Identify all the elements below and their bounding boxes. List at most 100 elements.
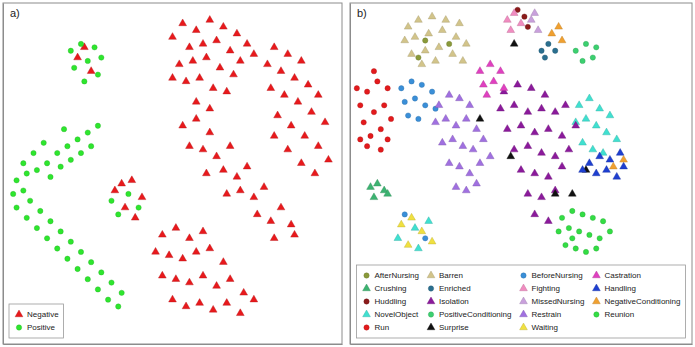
data-point: [267, 217, 275, 224]
legend-item: Castration: [593, 271, 641, 280]
data-point: [304, 80, 312, 87]
data-point: [388, 116, 393, 121]
data-point: [555, 22, 563, 29]
data-point: [408, 50, 416, 57]
data-point: [596, 104, 604, 111]
data-point: [613, 135, 621, 142]
data-point: [223, 299, 231, 306]
data-point: [14, 205, 19, 210]
data-point: [136, 205, 141, 210]
data-point: [55, 246, 60, 251]
y-axis-line: [3, 4, 4, 345]
series: [416, 38, 452, 60]
data-point: [199, 227, 207, 234]
data-point: [497, 104, 505, 111]
legend-item: Positive: [16, 323, 55, 332]
legend-label: Handling: [604, 284, 636, 293]
data-point: [277, 203, 285, 210]
data-point: [510, 145, 518, 152]
data-point: [418, 60, 426, 67]
data-point: [546, 41, 551, 46]
data-point: [486, 60, 494, 67]
data-point: [121, 203, 129, 210]
data-point: [68, 157, 73, 162]
legend-label: Positive: [27, 323, 56, 332]
data-point: [165, 251, 173, 258]
data-point: [456, 19, 464, 26]
data-point: [95, 72, 100, 77]
legend-label: BeforeNursing: [532, 271, 583, 280]
data-point: [572, 121, 580, 128]
data-point: [452, 121, 460, 128]
legend-symbol: [363, 284, 371, 291]
data-point: [78, 150, 83, 155]
legend-symbol: [428, 312, 433, 317]
data-point: [587, 232, 592, 237]
series: [399, 79, 438, 241]
data-point: [452, 183, 460, 190]
data-point: [415, 244, 423, 251]
data-point: [55, 150, 60, 155]
legend-symbol: [520, 284, 528, 291]
legend-item: Enriched: [428, 284, 470, 293]
data-point: [78, 249, 83, 254]
data-point: [447, 41, 452, 46]
series: [401, 12, 470, 66]
data-point: [175, 60, 183, 67]
data-point: [473, 125, 481, 132]
data-point: [425, 29, 433, 36]
data-point: [411, 33, 419, 40]
series: [367, 179, 392, 199]
data-point: [524, 108, 532, 115]
data-point: [401, 36, 409, 43]
legend-label: Negative: [27, 310, 59, 319]
data-point: [442, 16, 450, 23]
legend-label: Fighting: [532, 284, 560, 293]
data-point: [199, 39, 207, 46]
data-point: [580, 58, 585, 63]
data-point: [568, 189, 576, 196]
data-point: [44, 161, 49, 166]
legend-box: [9, 304, 64, 338]
data-point: [558, 162, 566, 169]
data-point: [58, 164, 63, 169]
data-point: [418, 227, 426, 234]
data-point: [186, 278, 194, 285]
data-point: [497, 67, 505, 74]
legend-symbol: [364, 299, 369, 304]
data-point: [321, 118, 329, 125]
data-point: [203, 53, 211, 60]
data-point: [600, 219, 605, 224]
data-point: [409, 79, 414, 84]
series: [527, 9, 542, 33]
data-point: [476, 114, 484, 121]
data-point: [179, 19, 187, 26]
legend-item: NovelObject: [363, 310, 419, 319]
data-point: [490, 77, 498, 84]
data-point: [216, 63, 224, 70]
data-point: [405, 113, 410, 118]
data-point: [592, 169, 600, 176]
data-point: [570, 236, 575, 241]
data-point: [85, 58, 90, 63]
data-point: [606, 111, 614, 118]
data-point: [538, 104, 546, 111]
data-point: [445, 91, 453, 98]
data-point: [531, 9, 539, 16]
data-point: [105, 297, 110, 302]
legend-item: Barren: [427, 271, 463, 280]
data-point: [270, 234, 278, 241]
data-point: [438, 138, 446, 145]
data-point: [373, 179, 381, 186]
data-point: [462, 114, 470, 121]
data-point: [250, 50, 258, 57]
data-point: [213, 282, 221, 289]
data-point: [301, 132, 309, 139]
series: [539, 41, 558, 60]
data-point: [186, 43, 194, 50]
data-point: [226, 142, 234, 149]
data-point: [287, 220, 295, 227]
data-point: [616, 149, 624, 156]
legend-symbol: [593, 284, 601, 291]
data-point: [74, 53, 82, 60]
